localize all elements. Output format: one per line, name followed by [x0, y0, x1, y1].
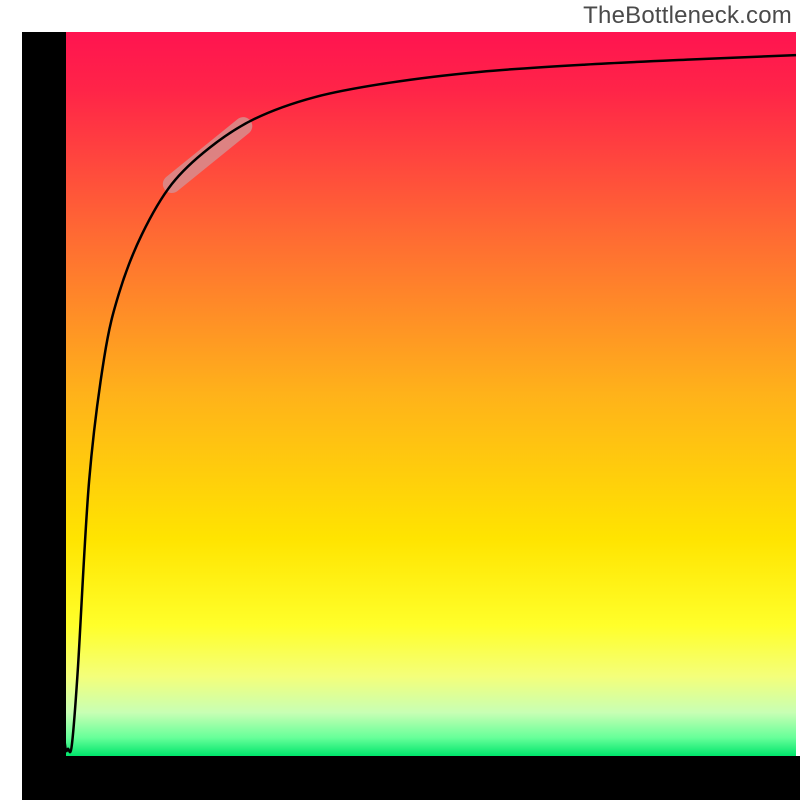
attribution-text: TheBottleneck.com — [583, 2, 792, 30]
bottleneck-curve-chart — [0, 0, 800, 800]
chart-root: TheBottleneck.com — [0, 0, 800, 800]
plot-background — [44, 32, 796, 756]
